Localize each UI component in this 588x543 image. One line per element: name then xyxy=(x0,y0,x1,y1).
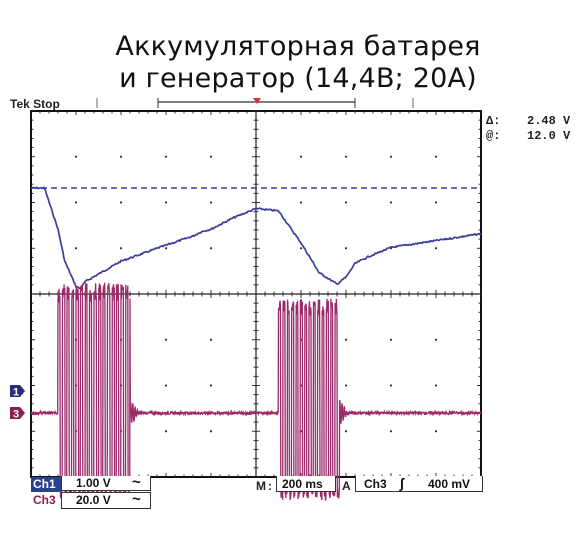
graticule-dot xyxy=(344,201,348,204)
graticule-dot xyxy=(164,384,168,387)
graticule-dot xyxy=(299,155,303,158)
trigger-slope-icon: ∫ xyxy=(400,475,404,491)
ch1-scale: 1.00 V xyxy=(76,476,111,490)
timebase-label: M xyxy=(256,479,266,493)
graticule-dot xyxy=(389,430,393,433)
graticule-dot xyxy=(209,338,213,341)
graticule-dot xyxy=(344,338,348,341)
graticule-dot xyxy=(164,338,168,341)
cursor-at-label: @: xyxy=(486,129,501,143)
graticule-dot xyxy=(434,155,438,158)
graticule-dot xyxy=(119,247,123,250)
graticule-dot xyxy=(434,247,438,250)
ch3-badge[interactable]: Ch3 xyxy=(33,493,56,507)
trigger-position-marker xyxy=(253,98,261,104)
graticule-dot xyxy=(164,201,168,204)
ch3-marker: 3 xyxy=(10,407,25,421)
graticule-dot xyxy=(389,338,393,341)
ch1-scale-box[interactable]: 1.00 V ~ xyxy=(61,474,151,491)
graticule-dot xyxy=(299,247,303,250)
graticule-dot xyxy=(164,247,168,250)
ch1-coupling-icon: ~ xyxy=(132,474,141,491)
ch1-marker: 1 xyxy=(10,385,25,399)
graticule-dot xyxy=(119,201,123,204)
graticule-dot xyxy=(344,430,348,433)
timebase-box[interactable]: 200 ms xyxy=(276,476,336,492)
graticule-dot xyxy=(434,201,438,204)
graticule-dot xyxy=(344,155,348,158)
graticule-dot xyxy=(209,384,213,387)
cursor-delta-label: Δ: xyxy=(486,114,501,128)
graticule-dot xyxy=(299,201,303,204)
graticule-dot xyxy=(344,247,348,250)
graticule-dot xyxy=(389,384,393,387)
graticule-dot xyxy=(434,430,438,433)
ch3-marker-label: 3 xyxy=(13,409,19,421)
graticule-dot xyxy=(74,201,78,204)
graticule-dot xyxy=(164,430,168,433)
graticule-dot xyxy=(209,430,213,433)
ch1-badge[interactable]: Ch1 xyxy=(31,477,61,492)
graticule-dot xyxy=(119,155,123,158)
cursor-at-value: 12.0 V xyxy=(527,129,571,143)
graticule-dot xyxy=(389,201,393,204)
ch1-marker-label: 1 xyxy=(13,387,19,399)
timebase-value: 200 ms xyxy=(282,477,323,491)
chart-title-line-2: и генератор (14,4В; 20А) xyxy=(119,63,477,94)
trigger-level: 400 mV xyxy=(428,477,471,491)
cursor-delta-value: 2.48 V xyxy=(527,114,571,128)
graticule-dot xyxy=(209,155,213,158)
acquisition-status: Tek Stop xyxy=(10,97,60,111)
chart-title-line-1: Аккумуляторная батарея xyxy=(115,31,481,62)
ch3-scale: 20.0 V xyxy=(76,493,111,507)
graticule-dot xyxy=(434,338,438,341)
top-ruler xyxy=(96,98,414,108)
graticule-dot xyxy=(164,155,168,158)
trigger-source: Ch3 xyxy=(364,477,387,491)
ch1-badge-label: Ch1 xyxy=(33,477,56,491)
graticule-dot xyxy=(434,384,438,387)
trigger-mode: A xyxy=(342,479,351,493)
graticule-dot xyxy=(389,155,393,158)
graticule-dot xyxy=(209,201,213,204)
ch1-trace xyxy=(30,186,482,290)
graticule-dot xyxy=(209,247,213,250)
graticule-dot xyxy=(344,384,348,387)
graticule-dot xyxy=(74,247,78,250)
graticule-dot xyxy=(74,155,78,158)
ch3-scale-box[interactable]: 20.0 V ~ xyxy=(61,491,151,509)
trigger-box[interactable]: Ch3 ∫ 400 mV xyxy=(355,475,483,492)
ch3-coupling-icon: ~ xyxy=(132,491,141,508)
